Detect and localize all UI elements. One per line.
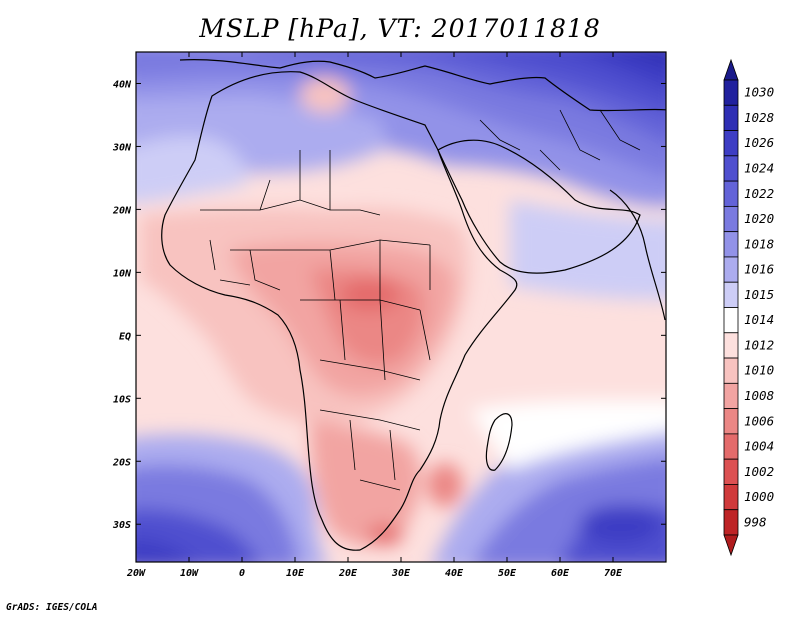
colorbar-top-arrow bbox=[723, 58, 739, 81]
map-title: MSLP [hPa], VT: 2017011818 bbox=[199, 14, 601, 43]
colorbar-label: 1016 bbox=[744, 262, 774, 277]
madagascar-coastline bbox=[485, 413, 513, 471]
colorbar-swatch bbox=[723, 484, 739, 511]
lat-tick-label: 10S bbox=[113, 394, 131, 405]
lat-tick-label: 20S bbox=[112, 457, 131, 468]
colorbar-swatch bbox=[723, 509, 739, 536]
lon-tick-label: 60E bbox=[551, 568, 570, 579]
colorbar-label: 1000 bbox=[744, 489, 774, 504]
lat-tick-label: 20N bbox=[112, 205, 132, 216]
arabia-coastline bbox=[437, 139, 641, 274]
colorbar-swatch bbox=[723, 256, 739, 283]
colorbar-label: 1006 bbox=[744, 413, 774, 428]
colorbar-swatch bbox=[723, 382, 739, 410]
india-coastline bbox=[609, 189, 666, 321]
lat-tick-label: EQ bbox=[119, 331, 131, 342]
lat-tick-label: 40N bbox=[113, 79, 132, 90]
colorbar-label: 998 bbox=[744, 514, 767, 529]
lon-tick-label: 20E bbox=[338, 568, 358, 579]
colorbar-swatch bbox=[723, 433, 739, 460]
colorbar-swatch bbox=[723, 205, 739, 233]
lat-tick-label: 30S bbox=[112, 520, 131, 531]
colorbar-swatch bbox=[723, 458, 739, 485]
coastlines bbox=[161, 59, 666, 551]
lat-tick-label: 30N bbox=[112, 142, 132, 153]
colorbar-label: 1010 bbox=[744, 363, 774, 378]
lon-tick-label: 20W bbox=[126, 568, 146, 579]
lon-tick-label: 50E bbox=[498, 568, 517, 579]
colorbar-label: 1020 bbox=[744, 211, 774, 226]
lat-tick-label: 10N bbox=[113, 268, 132, 279]
colorbar-swatch bbox=[723, 104, 739, 131]
colorbar-swatch bbox=[723, 332, 739, 359]
europe-coastline bbox=[179, 59, 666, 112]
colorbar-swatch bbox=[723, 180, 739, 207]
colorbar-swatch bbox=[723, 155, 739, 182]
lon-tick-label: 10E bbox=[286, 568, 305, 579]
lon-tick-label: 0 bbox=[239, 568, 245, 579]
colorbar-label: 1012 bbox=[744, 337, 774, 352]
colorbar-swatch bbox=[723, 408, 739, 435]
colorbar-swatch bbox=[723, 307, 739, 334]
colorbar-label: 1002 bbox=[744, 464, 774, 479]
colorbar-swatch bbox=[723, 79, 739, 106]
colorbar-label: 1028 bbox=[744, 110, 774, 125]
lon-tick-label: 10W bbox=[180, 568, 199, 579]
colorbar-swatch bbox=[723, 130, 739, 157]
colorbar-label: 1030 bbox=[744, 85, 774, 100]
colorbar-label: 1024 bbox=[744, 160, 774, 175]
colorbar-label: 1015 bbox=[744, 287, 774, 302]
colorbar-swatch bbox=[723, 281, 739, 308]
footer-credit: GrADS: IGES/COLA bbox=[6, 602, 98, 613]
colorbar-label: 1026 bbox=[744, 135, 774, 150]
country-borders bbox=[200, 109, 641, 491]
axis-ticks: 20W 10W 0 10E 20E 30E 40E 50E 60E 70E 40N 30N 20N 10N… bbox=[112, 52, 666, 579]
colorbar: 1030 1028 1026 1024 1022 1020 1018 1016 1015 1014… bbox=[723, 58, 774, 557]
lon-tick-label: 30E bbox=[391, 568, 411, 579]
colorbar-swatch bbox=[723, 231, 739, 258]
lon-tick-label: 70E bbox=[604, 568, 623, 579]
colorbar-label: 1004 bbox=[744, 439, 774, 454]
lon-tick-label: 40E bbox=[445, 568, 464, 579]
colorbar-swatch bbox=[723, 357, 739, 384]
colorbar-bottom-arrow bbox=[723, 534, 739, 557]
colorbar-label: 1022 bbox=[744, 186, 774, 201]
colorbar-label: 1018 bbox=[744, 236, 774, 251]
colorbar-label: 1008 bbox=[744, 388, 774, 403]
pressure-field bbox=[136, 52, 666, 562]
colorbar-label: 1014 bbox=[744, 312, 774, 327]
